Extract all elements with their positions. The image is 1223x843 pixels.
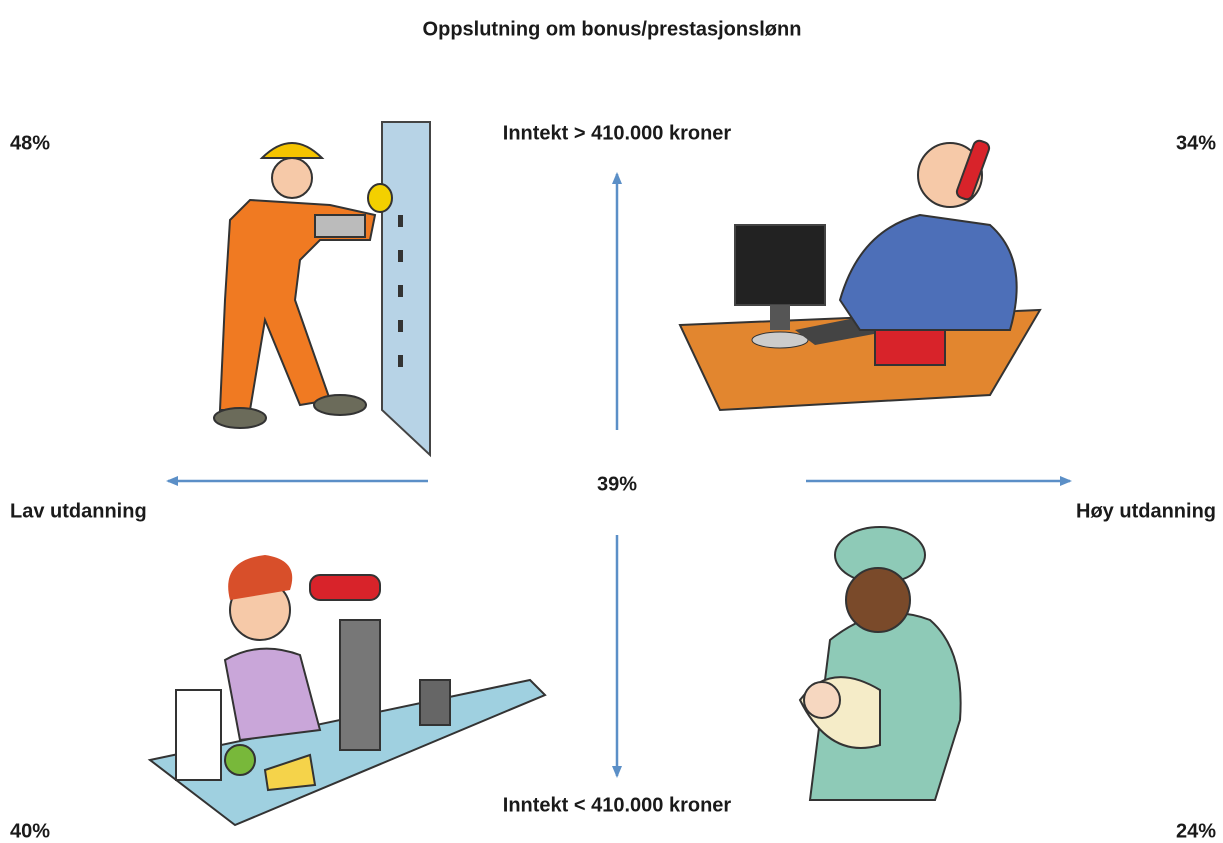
quadrant-value: 24%	[1176, 820, 1216, 842]
nurse-illustration	[800, 527, 961, 800]
office-illustration	[680, 139, 1040, 410]
axis-top-label: Inntekt > 410.000 kroner	[503, 122, 732, 144]
page: {"title": "Oppslutning om bonus/prestasj…	[0, 0, 1223, 843]
title: Oppslutning om bonus/prestasjonslønn	[423, 18, 802, 40]
quadrant-value: 40%	[10, 820, 50, 842]
worker-illustration	[214, 122, 430, 455]
quadrant-value: 48%	[10, 132, 50, 154]
axis-left-label: Lav utdanning	[10, 500, 147, 522]
quadrant-value: 34%	[1176, 132, 1216, 154]
diagram: Oppslutning om bonus/prestasjonslønn Inn…	[0, 0, 1223, 843]
cashier-illustration	[150, 555, 545, 825]
axis-right-label: Høy utdanning	[1076, 500, 1216, 522]
center-value: 39%	[597, 473, 637, 495]
axis-bottom-label: Inntekt < 410.000 kroner	[503, 794, 732, 816]
